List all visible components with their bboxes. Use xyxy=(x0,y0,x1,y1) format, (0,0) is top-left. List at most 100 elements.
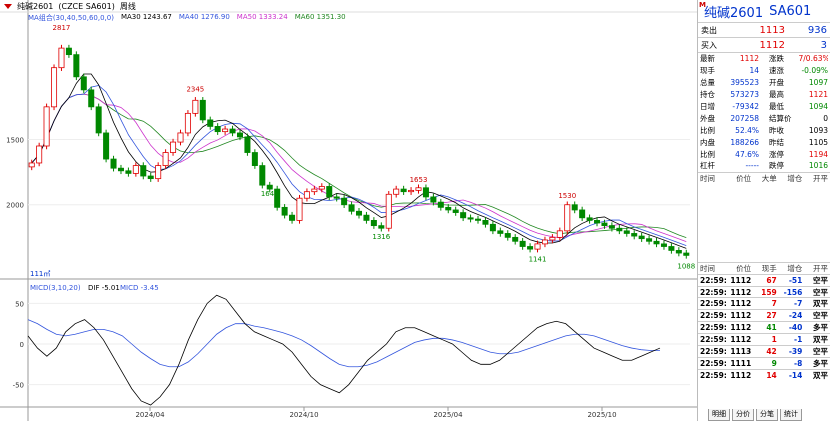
chart-area[interactable]: 2000 1500 111㎡ 2817 2345 1645 1316 1653 1530 1141… xyxy=(0,0,697,421)
stat-value: 1121 xyxy=(808,90,828,100)
stat-value: 52.4% xyxy=(735,125,759,135)
candle-body xyxy=(393,188,400,195)
panel-tab[interactable]: 分价 xyxy=(732,409,754,421)
stat-value: 188266 xyxy=(730,137,759,147)
trade-price: 1113 xyxy=(730,346,752,356)
period-label[interactable]: 周线 xyxy=(119,1,136,11)
candle-body xyxy=(623,230,630,234)
candle-body xyxy=(36,145,43,164)
stat-label: 昨收 xyxy=(769,125,784,135)
candle-body xyxy=(549,236,556,241)
dropdown-arrow-icon[interactable] xyxy=(4,3,12,9)
trade-volume: 7 xyxy=(771,299,777,309)
stat-value: 395523 xyxy=(730,78,759,88)
candle-body xyxy=(415,187,422,191)
trade-type: 空平 xyxy=(812,275,828,285)
candle-body xyxy=(370,219,377,227)
candle-body xyxy=(110,158,117,169)
price-annotation: 1088 xyxy=(677,263,695,271)
trade-oi-change: -39 xyxy=(788,346,803,356)
candle-body xyxy=(58,47,65,69)
trade-row: 22:59:57 1112 41 -40 多平 xyxy=(698,321,830,333)
candle-body xyxy=(170,141,177,153)
candle-body xyxy=(408,189,415,193)
trade-price: 1112 xyxy=(730,275,752,285)
trade-header-cell: 时间 xyxy=(700,263,715,273)
candle-body xyxy=(355,210,363,216)
trade-oi-change: -40 xyxy=(788,323,803,333)
stat-value: 1016 xyxy=(808,161,828,171)
candle-body xyxy=(675,250,682,254)
trade-time: 22:59:59 xyxy=(700,370,726,380)
candle-body xyxy=(192,99,199,114)
candle-body xyxy=(117,167,124,172)
price-annotation: 2817 xyxy=(53,24,71,32)
candle-body xyxy=(65,47,72,56)
ma60-line xyxy=(31,93,687,239)
stat-value: 0 xyxy=(823,113,828,123)
stat-label: 开盘 xyxy=(769,78,784,88)
candle-body xyxy=(303,191,310,199)
stat-value: 1097 xyxy=(808,78,828,88)
candle-body xyxy=(541,239,548,245)
stat-label: 涨停 xyxy=(769,149,784,159)
trade-type: 多平 xyxy=(812,323,828,333)
trade-row: 22:59:58 1113 42 -39 空平 xyxy=(698,345,830,357)
trade-time: 22:59:58 xyxy=(700,335,726,345)
trade-header-top: 时间 价位 大单 增仓 开平 xyxy=(698,171,830,184)
stat-label: 总量 xyxy=(700,78,715,88)
trade-row: 22:59:59 1111 9 -8 多平 xyxy=(698,356,830,369)
stat-label: 最高 xyxy=(769,90,784,100)
stat-value: 207258 xyxy=(730,113,759,123)
candle-body xyxy=(385,193,392,229)
panel-tabs[interactable]: 明细 分价 分笔 统计 xyxy=(698,409,830,421)
buy-row: 买入 1112 3 xyxy=(698,37,830,52)
candle-body xyxy=(668,246,675,251)
stat-row: 内盘 188266 昨结 1105 xyxy=(698,136,830,148)
stat-label: 最新 xyxy=(700,54,715,64)
trade-oi-change: -24 xyxy=(788,311,803,321)
price-tick-label: 1500 xyxy=(6,136,24,144)
stat-label: 持仓 xyxy=(700,90,715,100)
ma-legend-label: MA组合(30,40,50,60,0,0) xyxy=(28,14,114,22)
stat-value: 1094 xyxy=(808,102,828,111)
candle-body xyxy=(251,152,258,166)
trade-volume: 42 xyxy=(766,346,777,356)
kline-chart[interactable]: 2000 1500 111㎡ 2817 2345 1645 1316 1653 1530 1141… xyxy=(0,0,697,421)
price-annotation: 1141 xyxy=(529,256,547,264)
ma60-value: MA60 1351.30 xyxy=(294,13,346,21)
trade-row: 22:59:56 1112 159 -156 空平 xyxy=(698,285,830,298)
trade-time: 22:59:58 xyxy=(700,346,726,356)
panel-tab[interactable]: 统计 xyxy=(780,409,802,421)
stat-label: 外盘 xyxy=(700,113,715,123)
panel-title: M 纯碱2601 SA601 xyxy=(698,0,830,22)
panel-tab[interactable]: 分笔 xyxy=(756,409,778,421)
price-annotation: 1316 xyxy=(372,233,390,241)
stat-row: 外盘 207258 结算价 0 xyxy=(698,112,830,124)
panel-tab[interactable]: 明细 xyxy=(708,409,730,421)
trade-row: 22:59:58 1112 1 -1 双平 xyxy=(698,333,830,345)
candle-body xyxy=(467,217,474,220)
candle-body xyxy=(378,225,385,229)
trade-price: 1112 xyxy=(730,299,752,309)
panel-symbol: 纯碱2601 xyxy=(704,5,764,21)
candle-body xyxy=(214,126,221,133)
trade-type: 双平 xyxy=(812,335,828,345)
candle-body xyxy=(222,128,229,133)
macd-dif-value: DIF -5.01 xyxy=(88,284,120,292)
candle-body xyxy=(608,225,615,229)
candle-body xyxy=(207,119,214,127)
stat-value: -0.09% xyxy=(801,66,828,76)
trade-header-cell: 开平 xyxy=(812,263,828,273)
macd-micd-value: MICD -3.45 xyxy=(120,284,159,292)
candle-body xyxy=(422,187,429,198)
x-tick-label: 2024/04 xyxy=(135,411,165,419)
ma30-line xyxy=(31,73,687,249)
stat-label: 速涨 xyxy=(769,66,784,76)
trade-header-cell: 增仓 xyxy=(787,263,803,273)
candle-body xyxy=(638,235,645,240)
trade-oi-change: -14 xyxy=(788,370,803,380)
candle-body xyxy=(475,218,482,221)
candle-body xyxy=(534,243,541,250)
trade-time: 22:59:59 xyxy=(700,358,726,368)
